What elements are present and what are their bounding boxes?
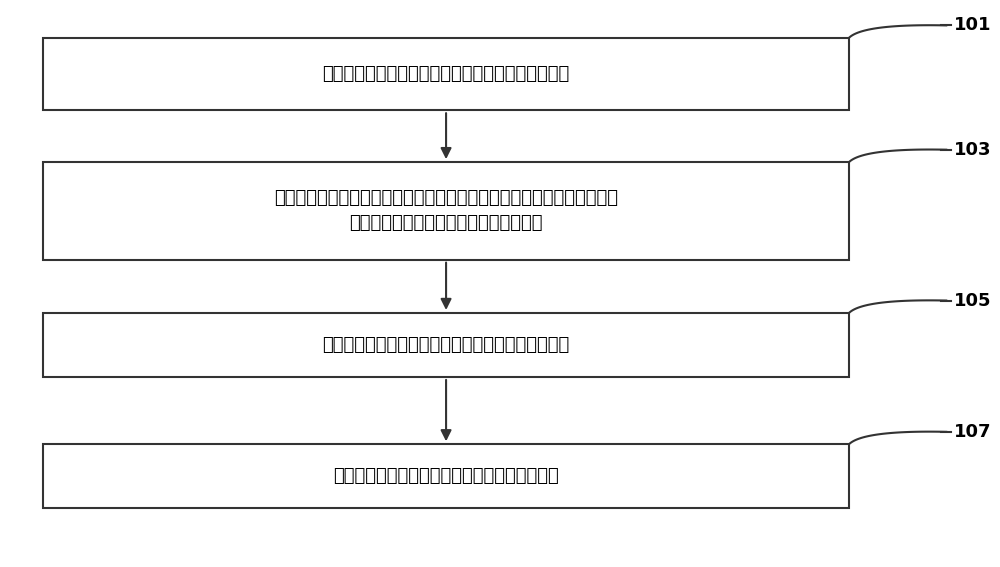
Text: 对获取的信号进行逻辑处理，形成设备级的控制指令: 对获取的信号进行逻辑处理，形成设备级的控制指令	[322, 65, 570, 83]
Text: 103: 103	[954, 141, 992, 159]
Text: 将所述控制指令转换成转机设备能够识别的具体指令信号，并接收所述转
机设备根据所述具体指令信号的反馈信号: 将所述控制指令转换成转机设备能够识别的具体指令信号，并接收所述转 机设备根据所述…	[274, 189, 618, 232]
Bar	[43, 444, 849, 509]
Text: 若判断发生故障，将所述转机设备进行复位控制: 若判断发生故障，将所述转机设备进行复位控制	[333, 467, 559, 485]
Bar	[43, 37, 849, 111]
Bar	[43, 162, 849, 260]
Text: 105: 105	[954, 291, 992, 310]
Text: 107: 107	[954, 423, 992, 441]
Text: 101: 101	[954, 16, 992, 35]
Bar	[43, 313, 849, 377]
Text: 根据所述反馈信号，判断所述转机设备是否发生故障: 根据所述反馈信号，判断所述转机设备是否发生故障	[322, 336, 570, 354]
